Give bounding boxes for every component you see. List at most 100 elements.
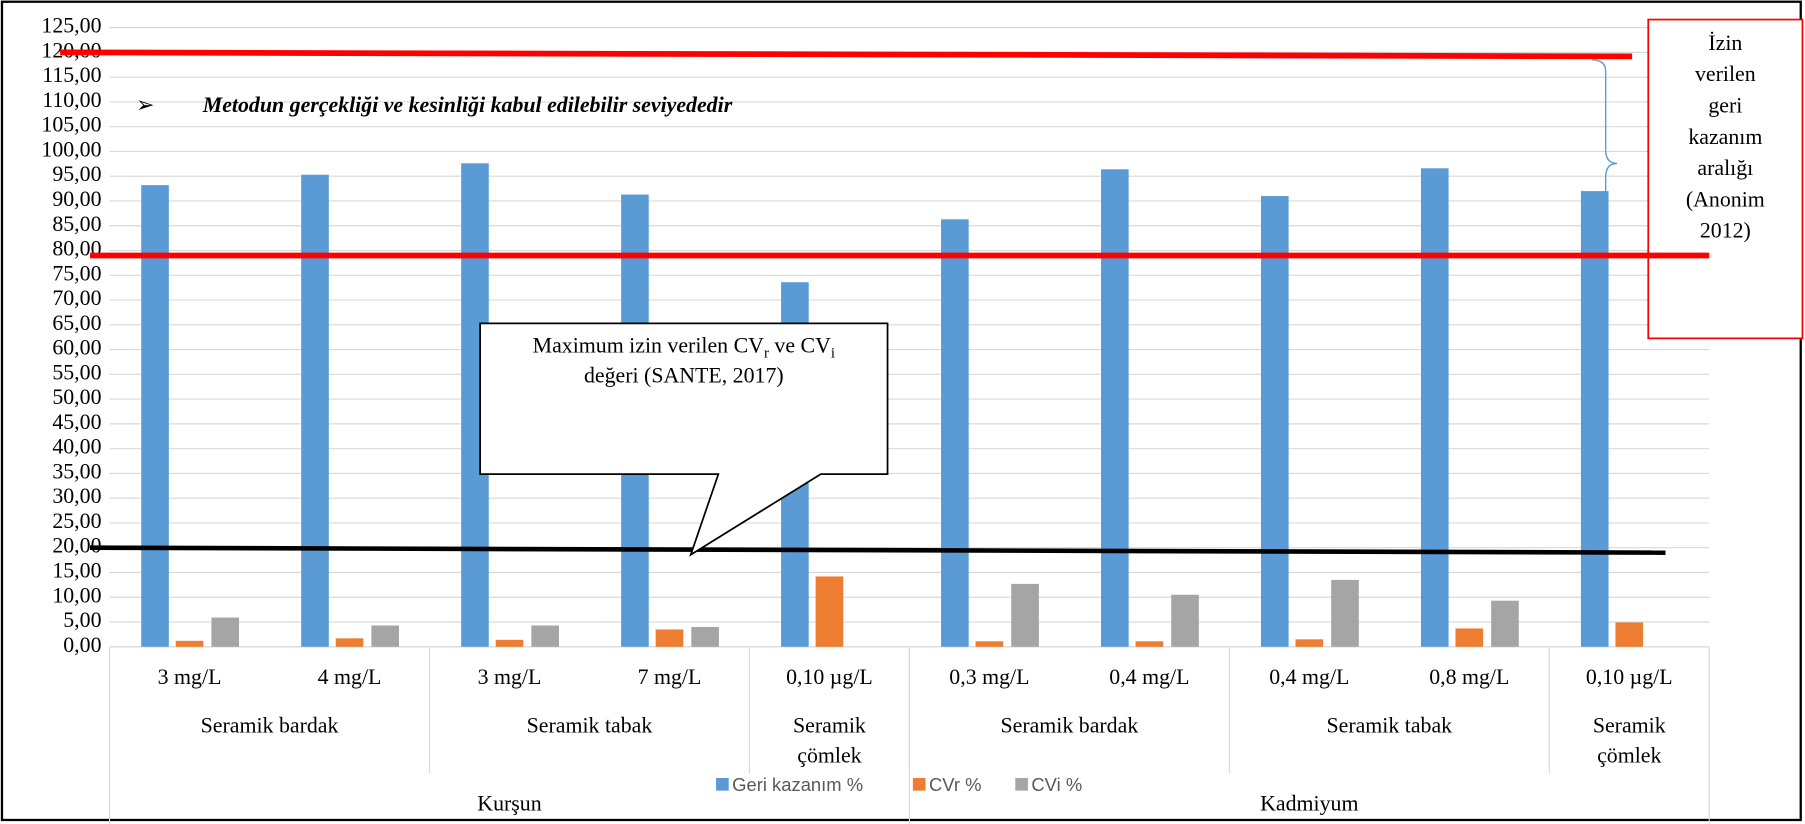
group-label: Seramik bardak <box>1000 713 1138 737</box>
y-tick-label: 75,00 <box>52 261 101 285</box>
side-note-box <box>1647 18 1804 340</box>
bar <box>941 219 969 647</box>
y-tick-label: 30,00 <box>52 484 101 508</box>
top-group-label: Kadmiyum <box>1260 792 1358 816</box>
y-tick-label: 15,00 <box>52 558 101 582</box>
callout-text: r <box>764 346 769 362</box>
bar <box>1491 600 1519 647</box>
bar <box>1615 622 1644 647</box>
callout-line: değeri (SANTE, 2017) <box>584 363 784 387</box>
side-note-line: geri <box>1708 94 1742 118</box>
bar <box>1101 169 1129 647</box>
bars <box>141 163 1644 647</box>
y-tick-label: 95,00 <box>52 162 101 186</box>
y-tick-label: 50,00 <box>52 385 101 409</box>
bar <box>531 625 559 647</box>
legend-swatch <box>1015 777 1028 791</box>
x-tick-label: 3 mg/L <box>158 665 222 689</box>
y-tick-label: 70,00 <box>52 286 101 310</box>
bar <box>495 639 524 647</box>
bar <box>1295 639 1324 647</box>
y-tick-label: 0,00 <box>63 633 101 657</box>
y-tick-label: 10,00 <box>52 583 101 607</box>
legend-label: CVi % <box>1031 774 1082 795</box>
callout-line: Maximum izin verilen CVr ve CVi <box>533 334 835 362</box>
x-tick-label: 0,4 mg/L <box>1109 665 1189 689</box>
x-tick-label: 0,4 mg/L <box>1269 665 1349 689</box>
bullet: ➢ <box>136 93 154 117</box>
bar <box>371 625 400 647</box>
side-note-line: verilen <box>1695 62 1756 86</box>
bar <box>1420 168 1449 647</box>
y-tick-label: 45,00 <box>52 410 101 434</box>
x-tick-label: 7 mg/L <box>638 665 702 689</box>
bar <box>691 626 719 647</box>
reference-line <box>90 545 1666 555</box>
y-tick-label: 105,00 <box>41 113 101 137</box>
group-label: Seramik tabak <box>1326 713 1452 737</box>
bar <box>335 638 364 647</box>
bar <box>141 185 169 647</box>
legend-swatch <box>912 777 926 791</box>
x-tick-label: 0,8 mg/L <box>1429 665 1509 689</box>
x-tick-label: 0,3 mg/L <box>949 665 1029 689</box>
y-tick-label: 5,00 <box>63 608 101 632</box>
callout-text: Maximum izin verilen CV <box>533 334 765 358</box>
x-tick-label: 0,10 µg/L <box>786 665 873 689</box>
callout-text: değeri (SANTE, 2017) <box>584 363 784 387</box>
legend-swatch <box>716 777 729 791</box>
bar <box>1331 579 1359 647</box>
x-tick-label: 3 mg/L <box>478 665 542 689</box>
bar <box>815 576 844 647</box>
y-tick-label: 115,00 <box>42 63 101 87</box>
y-tick-label: 90,00 <box>52 187 101 211</box>
bar <box>1260 196 1289 647</box>
bar <box>301 174 329 647</box>
subtitle: Metodun gerçekliği ve kesinliği kabul ed… <box>202 93 733 117</box>
bar <box>1171 594 1199 647</box>
side-note: İzin verilen geri kazanım aralığı (Anonim 2012… <box>1686 31 1765 243</box>
bar <box>1455 628 1484 647</box>
y-tick-label: 35,00 <box>52 459 101 483</box>
y-tick-label: 85,00 <box>52 212 101 236</box>
x-tick-label: 0,10 µg/L <box>1586 665 1673 689</box>
callout-box <box>479 322 889 557</box>
group-label: Seramik tabak <box>527 713 653 737</box>
group-label: Seramik çömlek <box>793 713 866 767</box>
category-axis: 3 mg/L 4 mg/L Seramik bardak 3 mg/L 7 mg/L Se… <box>108 646 1710 824</box>
side-note-line: 2012) <box>1700 219 1751 243</box>
group-label: Seramik bardak <box>201 713 339 737</box>
y-tick-label: 55,00 <box>52 360 101 384</box>
bar <box>1011 583 1039 647</box>
bar <box>975 641 1004 647</box>
group-label: Seramik çömlek <box>1593 713 1666 767</box>
legend-label: Geri kazanım % <box>732 774 863 795</box>
callout-text: i <box>831 346 835 362</box>
side-note-line: (Anonim <box>1686 187 1765 211</box>
legend-label: CVr % <box>929 774 982 795</box>
y-tick-label: 25,00 <box>52 509 101 533</box>
y-tick-label: 60,00 <box>52 336 101 360</box>
callout-text: ve CV <box>769 334 831 358</box>
bar <box>1135 641 1164 647</box>
bar <box>211 617 240 647</box>
reference-line <box>60 49 1633 60</box>
side-note-line: İzin <box>1708 31 1742 55</box>
y-tick-label: 125,00 <box>41 14 101 38</box>
bar <box>175 640 204 647</box>
legend: Geri kazanım % CVr % CVi % <box>716 774 1082 795</box>
side-note-line: kazanım <box>1688 125 1762 149</box>
bar <box>655 629 684 647</box>
top-group-label: Kurşun <box>477 792 541 816</box>
reference-lines <box>60 49 1710 555</box>
y-tick-label: 40,00 <box>52 435 101 459</box>
side-note-line: aralığı <box>1697 156 1753 180</box>
y-tick-label: 65,00 <box>52 311 101 335</box>
y-tick-label: 110,00 <box>42 88 101 112</box>
y-tick-label: 100,00 <box>41 137 101 161</box>
x-tick-label: 4 mg/L <box>318 665 382 689</box>
